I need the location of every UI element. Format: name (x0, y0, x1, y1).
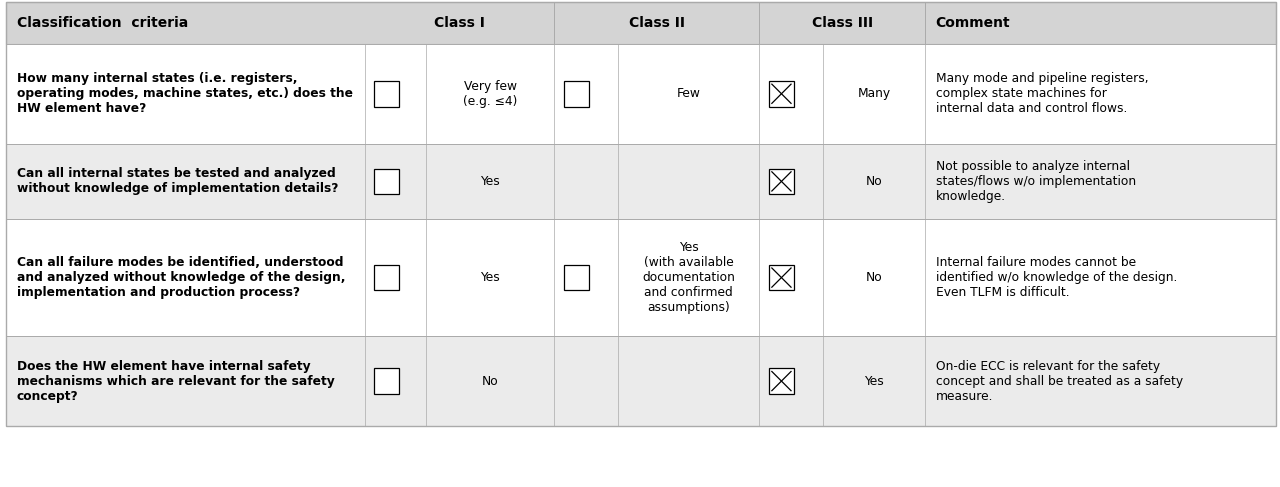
Text: Yes
(with available
documentation
and confirmed
assumptions): Yes (with available documentation and co… (643, 241, 735, 314)
Bar (769, 265, 795, 290)
Text: On-die ECC is relevant for the safety
concept and shall be treated as a safety
m: On-die ECC is relevant for the safety co… (936, 359, 1183, 403)
Bar (6, 2, 1276, 426)
Text: Does the HW element have internal safety
mechanisms which are relevant for the s: Does the HW element have internal safety… (17, 359, 334, 403)
Text: Yes: Yes (480, 271, 500, 284)
Text: How many internal states (i.e. registers,
operating modes, machine states, etc.): How many internal states (i.e. registers… (17, 72, 353, 115)
Text: Internal failure modes cannot be
identified w/o knowledge of the design.
Even TL: Internal failure modes cannot be identif… (936, 256, 1178, 299)
Bar (6, 219, 1276, 336)
Text: Many mode and pipeline registers,
complex state machines for
internal data and c: Many mode and pipeline registers, comple… (936, 72, 1148, 115)
Bar (769, 368, 795, 394)
Bar (769, 169, 795, 194)
Text: Very few
(e.g. ≤4): Very few (e.g. ≤4) (463, 80, 517, 108)
Bar (769, 81, 795, 107)
Text: No: No (865, 175, 883, 188)
Text: No: No (481, 375, 499, 388)
Text: Few: Few (677, 87, 700, 100)
Text: Class I: Class I (434, 16, 485, 30)
Bar (6, 2, 1276, 44)
Bar (6, 44, 1276, 144)
Bar (564, 265, 590, 290)
Bar (374, 265, 399, 290)
Text: Yes: Yes (480, 175, 500, 188)
Bar (6, 336, 1276, 426)
Bar (564, 81, 590, 107)
Text: Classification  criteria: Classification criteria (17, 16, 188, 30)
Text: Can all failure modes be identified, understood
and analyzed without knowledge o: Can all failure modes be identified, und… (17, 256, 346, 299)
Text: No: No (865, 271, 883, 284)
Bar (374, 81, 399, 107)
Bar (374, 169, 399, 194)
Text: Comment: Comment (936, 16, 1010, 30)
Text: Class III: Class III (812, 16, 873, 30)
Text: Not possible to analyze internal
states/flows w/o implementation
knowledge.: Not possible to analyze internal states/… (936, 160, 1135, 203)
Bar (6, 144, 1276, 219)
Text: Can all internal states be tested and analyzed
without knowledge of implementati: Can all internal states be tested and an… (17, 168, 338, 195)
Bar (374, 368, 399, 394)
Text: Class II: Class II (628, 16, 685, 30)
Text: Many: Many (858, 87, 891, 100)
Text: Yes: Yes (864, 375, 884, 388)
